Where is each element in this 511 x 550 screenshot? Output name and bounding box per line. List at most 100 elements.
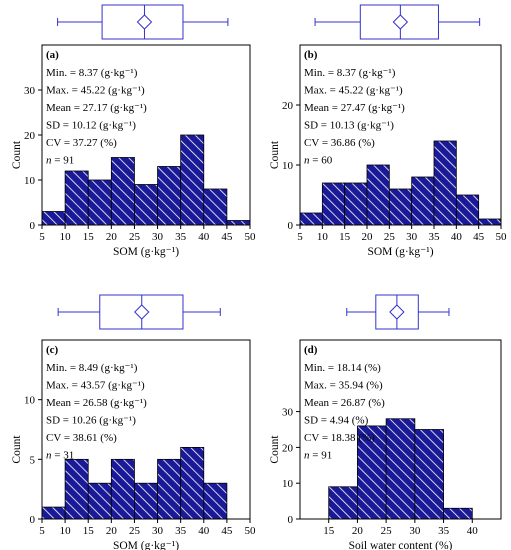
stat-line: Mean = 27.47 (g·kg⁻¹) — [304, 102, 405, 114]
stat-line: n = 60 — [304, 155, 333, 167]
y-tick-label: 0 — [30, 220, 36, 232]
stat-line: n = 91 — [304, 450, 332, 462]
x-tick-label: 50 — [245, 525, 257, 537]
x-tick-label: 50 — [245, 231, 257, 243]
histogram-bar — [41, 506, 66, 520]
stat-line: SD = 4.94 (%) — [304, 415, 369, 427]
y-tick-label: 10 — [282, 478, 294, 490]
plot-frame — [41, 339, 251, 520]
panel-label: (a) — [46, 49, 59, 61]
x-tick-label: 35 — [438, 525, 450, 537]
x-tick-label: 40 — [198, 231, 210, 243]
stat-line: Min. = 8.37 (g·kg⁻¹) — [46, 67, 138, 79]
histogram-bar — [203, 482, 228, 520]
stat-line: Min. = 8.49 (g·kg⁻¹) — [46, 362, 138, 374]
stat-line: Max. = 45.22 (g·kg⁻¹) — [46, 85, 145, 97]
histogram-bar — [41, 211, 66, 226]
histogram-bar — [385, 418, 416, 520]
boxplot-box — [359, 4, 439, 40]
histogram-bar — [411, 176, 435, 226]
histogram-bar — [226, 220, 251, 226]
x-tick-label: 15 — [339, 231, 351, 243]
histogram-bar — [433, 140, 457, 226]
x-axis-label: SOM (g·kg⁻¹) — [367, 246, 433, 258]
stat-line: Max. = 35.94 (%) — [304, 380, 383, 392]
boxplot-mean-marker — [134, 304, 150, 320]
boxplot-mean-marker — [392, 14, 409, 30]
histogram-bar — [388, 188, 413, 226]
histogram-bar — [344, 182, 368, 226]
histogram-bar — [87, 179, 112, 226]
stat-line: CV = 37.27 (%) — [46, 137, 117, 149]
x-tick-label: 20 — [106, 525, 118, 537]
x-tick-label: 5 — [39, 525, 45, 537]
x-tick-label: 25 — [384, 231, 396, 243]
y-axis-label: Count — [269, 140, 281, 169]
histogram-bar — [87, 482, 112, 520]
stat-line: SD = 10.13 (g·kg⁻¹) — [304, 120, 394, 132]
x-tick-label: 15 — [83, 525, 95, 537]
x-tick-label: 40 — [467, 525, 479, 537]
histogram-bar — [64, 458, 89, 520]
x-tick-label: 35 — [175, 525, 187, 537]
x-tick-label: 25 — [129, 525, 141, 537]
stat-line: Max. = 45.22 (g·kg⁻¹) — [304, 85, 403, 97]
histogram-bar — [321, 182, 346, 226]
histogram-bar — [180, 446, 205, 520]
stat-line: CV = 38.61 (%) — [46, 432, 117, 444]
x-tick-label: 20 — [362, 231, 374, 243]
boxplot-mean-marker — [389, 304, 405, 320]
histogram-bar — [328, 486, 358, 520]
x-tick-label: 35 — [429, 231, 441, 243]
histogram-bar — [366, 164, 390, 226]
stat-line: Max. = 43.57 (g·kg⁻¹) — [46, 380, 145, 392]
histogram-bar — [110, 157, 135, 226]
x-axis-label: SOM (g·kg⁻¹) — [113, 540, 179, 550]
y-tick-label: 0 — [30, 514, 36, 526]
stat-line: n = 91 — [46, 155, 74, 167]
y-tick-label: 20 — [282, 442, 294, 454]
x-tick-label: 25 — [129, 231, 141, 243]
boxplot-mean-marker — [136, 14, 153, 30]
stat-line: Mean = 26.58 (g·kg⁻¹) — [46, 397, 147, 409]
x-tick-label: 40 — [198, 525, 210, 537]
x-tick-label: 15 — [323, 525, 335, 537]
y-tick-label: 5 — [30, 454, 36, 466]
x-tick-label: 20 — [106, 231, 118, 243]
x-tick-label: 45 — [221, 525, 233, 537]
histogram-bar — [443, 507, 473, 520]
histogram-bar — [203, 188, 228, 226]
y-tick-label: 10 — [24, 175, 36, 187]
stat-line: n = 31 — [46, 450, 74, 462]
y-tick-label: 20 — [282, 100, 294, 112]
stat-line: SD = 10.12 (g·kg⁻¹) — [46, 120, 136, 132]
y-axis-label: Count — [11, 435, 23, 464]
x-tick-label: 35 — [175, 231, 187, 243]
y-tick-label: 10 — [24, 395, 36, 407]
stat-line: Min. = 8.37 (g·kg⁻¹) — [304, 67, 396, 79]
x-tick-label: 25 — [381, 525, 393, 537]
histogram-bar — [134, 184, 158, 226]
x-tick-label: 30 — [152, 231, 164, 243]
chart-panel-1: 5 10 15 20 25 30 35 40 45 50 0 10 20 30 SOM (g·kg⁻¹) Co… — [11, 4, 257, 258]
histogram-bar — [110, 458, 135, 520]
histogram-bar — [414, 429, 444, 520]
y-tick-label: 30 — [282, 407, 294, 419]
x-axis-label: Soil water content (%) — [349, 540, 453, 550]
histogram-bar — [180, 134, 205, 226]
x-tick-label: 30 — [406, 231, 418, 243]
x-tick-label: 40 — [451, 231, 463, 243]
x-tick-label: 5 — [39, 231, 45, 243]
plot-frame — [299, 44, 502, 226]
y-axis-label: Count — [269, 435, 281, 464]
x-tick-label: 30 — [152, 525, 164, 537]
x-tick-label: 45 — [473, 231, 485, 243]
stat-line: CV = 18.38 (%) — [304, 432, 375, 444]
stat-line: SD = 10.26 (g·kg⁻¹) — [46, 415, 136, 427]
x-tick-label: 45 — [221, 231, 233, 243]
x-tick-label: 10 — [60, 525, 72, 537]
chart-panel-2: 5 10 15 20 25 30 35 40 45 50 0 10 20 SOM (g·kg⁻¹) Coun… — [269, 4, 507, 258]
x-tick-label: 5 — [297, 231, 303, 243]
